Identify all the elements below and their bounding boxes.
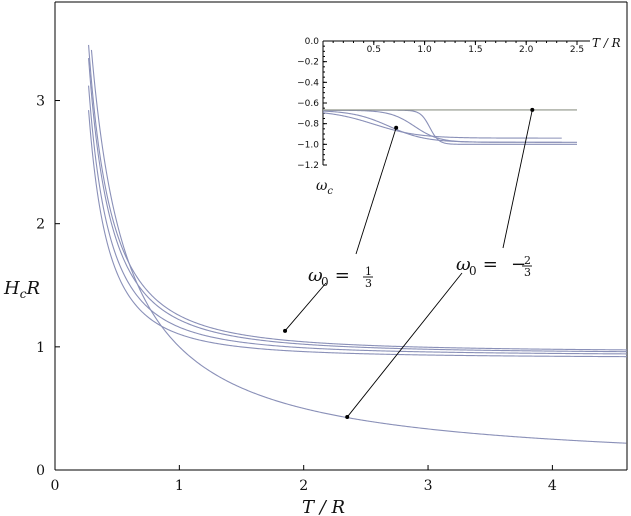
inset-plot: 0.5 1.0 1.5 2.0 2.5 0.0 −0.2 −0.4 −0.6 −0.8 −1.0 −1… (297, 36, 621, 197)
main-series-line (88, 110, 628, 358)
annotation-omega-subscript: 0 (469, 264, 477, 278)
leader-line-omega-one-third-inset (355, 127, 397, 255)
main-y-axis-label: HcR (3, 278, 40, 301)
annotation-fraction-numerator: 2 (524, 254, 531, 267)
inset-y-tick-label: −0.4 (297, 78, 319, 88)
annotation-equals: = (329, 265, 356, 286)
inset-curves (322, 109, 577, 145)
inset-y-tick-label: −0.8 (297, 120, 319, 130)
annotation-omega-symbol: ω (308, 265, 323, 286)
main-y-tick-label: 0 (36, 463, 45, 479)
main-x-tick-label: 3 (424, 478, 433, 494)
main-x-axis-label: T / R (302, 497, 345, 516)
inset-series-line (322, 112, 562, 139)
leader-line-omega-one-third-main (284, 282, 327, 332)
annotations: ω 0 = 1 3 ω 0 = − 2 3 (283, 107, 535, 420)
inset-y-tick-label: −0.2 (297, 58, 319, 68)
annotation-omega-symbol: ω (456, 254, 471, 275)
annotation-omega-subscript: 0 (321, 275, 329, 289)
inset-y-tick-label: −0.6 (297, 99, 319, 109)
main-x-tick-label: 4 (548, 478, 557, 494)
annotation-fraction-numerator: 1 (365, 265, 372, 278)
inset-y-tick-label: −1.0 (297, 140, 319, 150)
annotation-point (283, 328, 288, 333)
inset-x-axis-label: T / R (592, 36, 621, 50)
annotation-point (394, 125, 399, 130)
main-x-tick-label: 1 (175, 478, 184, 494)
main-curves (88, 44, 628, 444)
inset-series-line (323, 109, 577, 145)
inset-x-tick-label: 2.0 (519, 45, 534, 55)
inset-x-tick-label: 2.5 (570, 45, 584, 55)
annotation-fraction-denominator: 3 (524, 266, 531, 279)
annotation-fraction-denominator: 3 (365, 277, 372, 290)
inset-y-axis-label: ωc (316, 178, 333, 197)
inset-x-tick-label: 1.0 (417, 45, 432, 55)
main-series-line (88, 58, 627, 353)
leader-line-omega-minus-two-thirds-inset (502, 109, 533, 249)
leader-line-omega-minus-two-thirds-main (346, 272, 463, 418)
annotation-point (530, 107, 535, 112)
inset-y-tick-label: −1.2 (297, 161, 319, 171)
inset-series-line (322, 110, 562, 143)
main-x-tick-label: 0 (51, 478, 60, 494)
main-series-line (88, 85, 628, 355)
inset-x-tick-label: 0.5 (367, 45, 381, 55)
inset-ticks: 0.5 1.0 1.5 2.0 2.5 0.0 −0.2 −0.4 −0.6 −0.8 −1.0 −1… (297, 37, 584, 171)
annotation-omega-one-third: ω 0 = 1 3 (308, 265, 373, 290)
annotation-point (345, 415, 350, 420)
annotation-equals: = (477, 254, 504, 275)
main-series-line (90, 49, 627, 444)
main-y-tick-label: 3 (36, 94, 45, 110)
annotation-minus-sign: − (511, 254, 526, 275)
inset-x-tick-label: 1.5 (468, 45, 482, 55)
main-y-tick-label: 2 (36, 217, 45, 233)
main-x-tick-label: 2 (299, 478, 308, 494)
annotation-omega-minus-two-thirds: ω 0 = − 2 3 (456, 254, 532, 279)
inset-y-tick-label: 0.0 (305, 37, 320, 47)
main-y-tick-label: 1 (36, 340, 45, 356)
main-series-line (88, 44, 628, 351)
